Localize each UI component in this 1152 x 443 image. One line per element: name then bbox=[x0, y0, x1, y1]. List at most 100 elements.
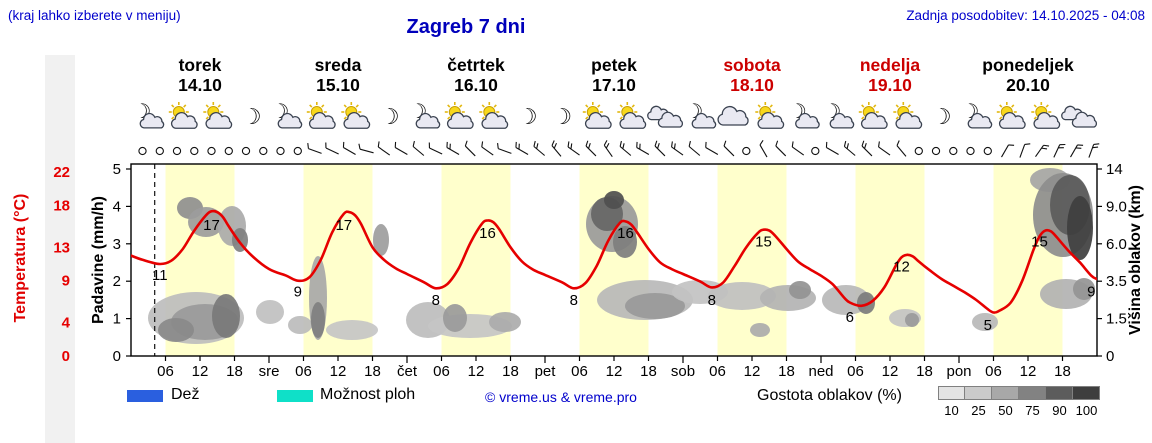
moon-cloud-icon: ☽ bbox=[823, 99, 855, 129]
wind-barb-icon bbox=[861, 140, 873, 157]
moon-icon: ☽ bbox=[380, 105, 400, 130]
svg-text:12: 12 bbox=[468, 363, 485, 380]
svg-text:15: 15 bbox=[755, 234, 772, 251]
cloud-icon bbox=[717, 105, 749, 126]
calm-wind-icon bbox=[138, 146, 147, 156]
svg-text:12: 12 bbox=[882, 363, 899, 380]
wind-barb-icon bbox=[896, 140, 907, 157]
wind-barb-icon bbox=[428, 142, 443, 155]
svg-text:3: 3 bbox=[113, 236, 121, 253]
sun-cloud-icon bbox=[617, 102, 647, 129]
wind-barb-icon bbox=[307, 142, 322, 154]
svg-text:5: 5 bbox=[984, 317, 992, 334]
day-name: nedelja bbox=[860, 55, 921, 75]
svg-text:12: 12 bbox=[1020, 363, 1037, 380]
wind-barb-icon bbox=[636, 141, 650, 155]
moon-icon: ☽ bbox=[242, 105, 262, 130]
wind-barb-icon bbox=[585, 140, 597, 157]
sun-cloud-icon bbox=[444, 102, 474, 129]
sun-cloud-icon bbox=[306, 102, 336, 129]
precipitation-axis-title: Padavine (mm/h) bbox=[90, 195, 107, 325]
svg-text:čet: čet bbox=[397, 363, 418, 380]
calm-wind-icon bbox=[983, 146, 992, 156]
svg-text:18: 18 bbox=[226, 363, 243, 380]
svg-text:pon: pon bbox=[946, 363, 971, 380]
svg-text:☽: ☽ bbox=[518, 105, 538, 130]
last-update: Zadnja posodobitev: 14.10.2025 - 04:08 bbox=[906, 8, 1145, 23]
wind-barb-icon bbox=[497, 142, 512, 154]
moon-icon: ☽ bbox=[932, 105, 952, 130]
svg-text:06: 06 bbox=[433, 363, 450, 380]
day-date: 16.10 bbox=[454, 75, 498, 95]
wind-barb-icon bbox=[446, 141, 460, 155]
precip-tick-labels: 5 4 3 2 1 0 bbox=[113, 161, 131, 365]
page-title: Zagreb 7 dni bbox=[406, 16, 526, 38]
cloud-density-value: 100 bbox=[1075, 403, 1098, 418]
moon-icon: ☽ bbox=[552, 105, 572, 130]
svg-text:18: 18 bbox=[916, 363, 933, 380]
calm-wind-icon bbox=[190, 146, 199, 156]
sun-cloud-icon bbox=[341, 102, 371, 129]
temp-tick-labels: 22 18 13 9 4 0 bbox=[53, 164, 70, 365]
calm-wind-icon bbox=[276, 146, 285, 156]
svg-text:12: 12 bbox=[192, 363, 209, 380]
calm-wind-icon bbox=[293, 146, 302, 156]
moon-cloud-icon: ☽ bbox=[685, 99, 717, 129]
temperature-value-labels: 11 17 9 17 8 16 8 16 8 15 6 12 5 15 9 bbox=[152, 217, 1095, 334]
svg-text:11: 11 bbox=[152, 267, 168, 284]
moon-cloud-icon: ☽ bbox=[789, 99, 820, 129]
cloud-density-swatch bbox=[992, 386, 1019, 400]
wind-barb-icon bbox=[1019, 143, 1031, 158]
svg-text:9: 9 bbox=[62, 273, 70, 290]
rain-legend-label: Dež bbox=[171, 386, 200, 403]
day-name: sobota bbox=[723, 55, 781, 75]
cloud-density-values: 10 25 50 75 90 100 bbox=[938, 403, 1100, 418]
wind-barb-icon bbox=[567, 141, 580, 156]
cloud-density-value: 75 bbox=[1025, 403, 1040, 418]
clouds-icon bbox=[647, 105, 684, 128]
svg-text:☽: ☽ bbox=[242, 105, 262, 130]
wind-barb-icon bbox=[533, 140, 546, 156]
left-axis-strip bbox=[45, 55, 75, 443]
day-date: 19.10 bbox=[868, 75, 912, 95]
svg-text:18: 18 bbox=[778, 363, 795, 380]
calm-wind-icon bbox=[172, 146, 182, 156]
copyright-link[interactable]: © vreme.us & vreme.pro bbox=[485, 389, 637, 405]
svg-text:16: 16 bbox=[617, 225, 634, 242]
cloud-density-value: 90 bbox=[1052, 403, 1067, 418]
day-date: 15.10 bbox=[316, 75, 360, 95]
svg-text:12: 12 bbox=[330, 363, 347, 380]
calm-wind-icon bbox=[207, 146, 216, 156]
cloud-density-value: 50 bbox=[998, 403, 1013, 418]
wind-barb-icon bbox=[481, 141, 494, 156]
sun-cloud-icon bbox=[168, 102, 198, 129]
svg-text:22: 22 bbox=[53, 164, 70, 181]
sun-cloud-icon bbox=[203, 102, 233, 129]
svg-text:12: 12 bbox=[893, 259, 910, 276]
cloud-density-label: Gostota oblakov (%) bbox=[757, 387, 902, 404]
calm-wind-icon bbox=[914, 146, 923, 156]
svg-text:pet: pet bbox=[535, 363, 557, 380]
calm-wind-icon bbox=[241, 146, 251, 156]
cloud-density-swatch bbox=[1073, 386, 1100, 400]
calm-wind-icon bbox=[259, 146, 268, 156]
sun-cloud-icon bbox=[479, 102, 509, 129]
cloud-density-value: 25 bbox=[971, 403, 986, 418]
location-menu-note: (kraj lahko izberete v meniju) bbox=[8, 8, 181, 23]
svg-text:18: 18 bbox=[53, 198, 70, 215]
wind-barb-icon bbox=[671, 141, 684, 156]
day-date: 14.10 bbox=[178, 75, 222, 95]
cloud-height-axis-title: Višina oblakov (km) bbox=[1127, 185, 1144, 335]
svg-text:5: 5 bbox=[113, 161, 121, 178]
wind-barb-icon bbox=[825, 141, 839, 155]
temperature-axis-title: Temperatura (°C) bbox=[12, 193, 29, 323]
svg-text:0: 0 bbox=[113, 348, 121, 365]
wind-barb-icon bbox=[1070, 144, 1084, 158]
cloud-density-swatch bbox=[1019, 386, 1046, 400]
svg-text:12: 12 bbox=[744, 363, 761, 380]
svg-text:8: 8 bbox=[708, 292, 716, 309]
cloud-density-value: 10 bbox=[944, 403, 959, 418]
showers-legend-label: Možnost ploh bbox=[320, 386, 416, 403]
svg-text:9.0: 9.0 bbox=[1106, 198, 1127, 215]
moon-cloud-icon: ☽ bbox=[409, 99, 441, 129]
